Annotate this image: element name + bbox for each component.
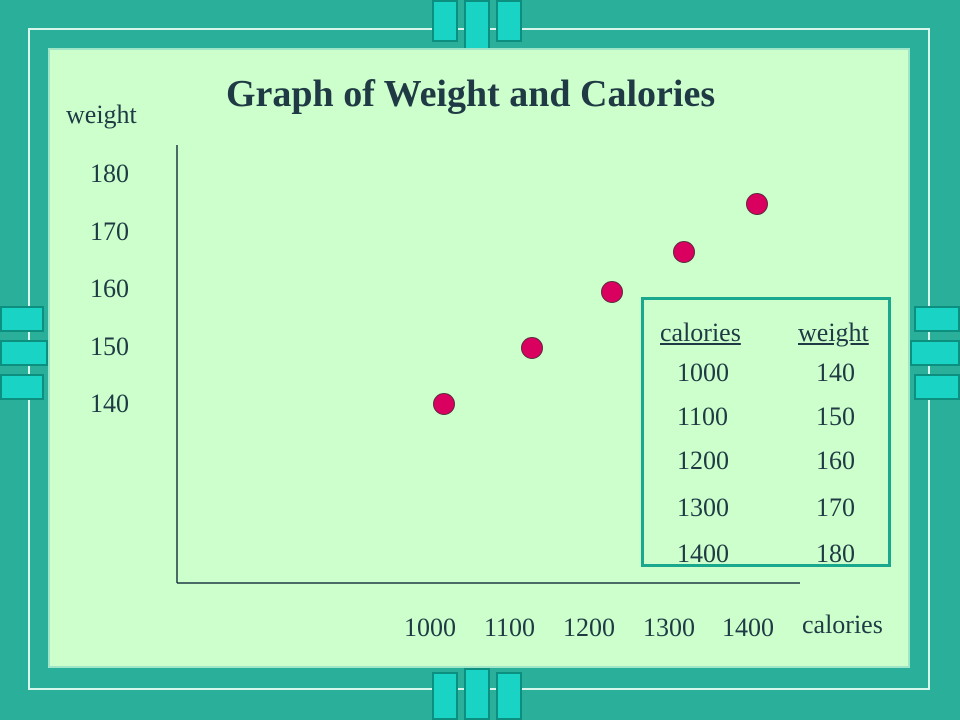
chart-title: Graph of Weight and Calories [226, 73, 716, 115]
x-tick-label: 1200 [563, 613, 615, 642]
y-tick-label: 150 [90, 332, 129, 361]
scatter-point [433, 393, 455, 415]
table-cell-calories: 1300 [677, 493, 729, 522]
decorative-tab [0, 340, 48, 366]
decorative-tab [432, 0, 458, 42]
decorative-tab [496, 672, 522, 720]
table-cell-weight: 150 [816, 402, 855, 431]
y-tick-label: 180 [90, 159, 129, 188]
decorative-tab [496, 0, 522, 42]
decorative-tab [464, 668, 490, 720]
x-tick-label: 1400 [722, 613, 774, 642]
x-tick-labels: 1000 1100 1200 1300 1400 [404, 613, 774, 642]
scatter-point [521, 337, 543, 359]
table-cell-weight: 160 [816, 446, 855, 475]
table-cell-weight: 180 [816, 539, 855, 568]
scatter-point [746, 193, 768, 215]
data-table: calories weight 1000 140 1100 150 1200 160 130… [641, 297, 891, 568]
table-cell-calories: 1200 [677, 446, 729, 475]
decorative-tab [0, 306, 44, 332]
decorative-tab [914, 374, 960, 400]
scatter-point [673, 241, 695, 263]
decorative-tab [914, 306, 960, 332]
table-header-calories: calories [660, 318, 741, 347]
y-axis-label: weight [66, 100, 137, 129]
x-tick-label: 1300 [643, 613, 695, 642]
decorative-tab [0, 374, 44, 400]
y-tick-label: 140 [90, 389, 129, 418]
decorative-tab [432, 672, 458, 720]
table-cell-calories: 1400 [677, 539, 729, 568]
table-cell-weight: 140 [816, 358, 855, 387]
y-tick-labels: 180 170 160 150 140 [90, 159, 129, 418]
x-tick-label: 1100 [484, 613, 535, 642]
x-axis-label: calories [802, 610, 883, 639]
decorative-tab [464, 0, 490, 50]
y-tick-label: 160 [90, 274, 129, 303]
table-cell-calories: 1100 [677, 402, 729, 431]
table-cell-calories: 1000 [677, 358, 729, 387]
table-header-weight: weight [798, 318, 869, 347]
table-cell-weight: 170 [816, 493, 855, 522]
y-tick-label: 170 [90, 217, 129, 246]
data-points [433, 193, 768, 415]
decorative-tab [910, 340, 960, 366]
x-tick-label: 1000 [404, 613, 456, 642]
scatter-point [601, 281, 623, 303]
